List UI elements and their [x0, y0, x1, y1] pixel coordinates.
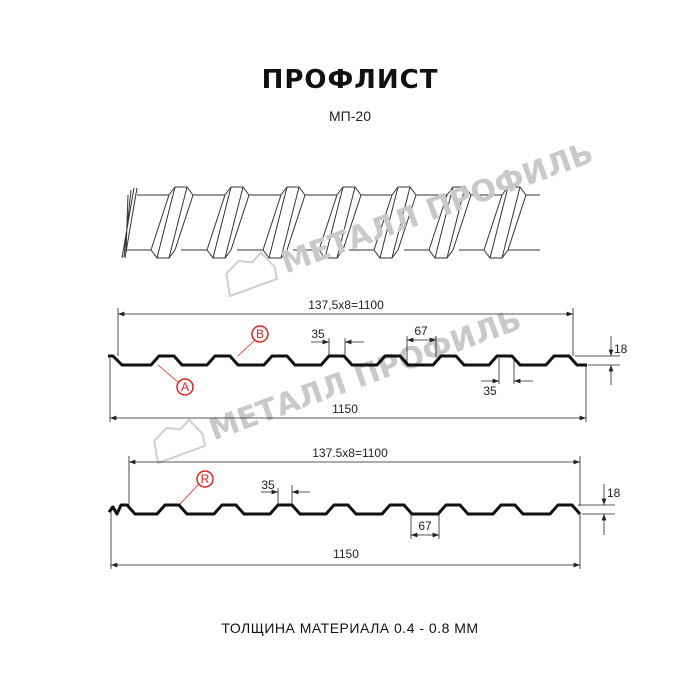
- sheet-rib-line: [262, 186, 306, 259]
- sheet-rib-line: [459, 194, 502, 251]
- sheet-rib-line: [224, 186, 250, 196]
- sheet-rib-line: [206, 186, 250, 259]
- sheet-rib-line: [125, 194, 169, 251]
- rib-gap-dimension: 67: [414, 324, 428, 338]
- watermark-logo-icon: [225, 251, 279, 298]
- sheet-3d-illustration: [121, 186, 540, 259]
- material-thickness: ТОЛЩИНА МАТЕРИАЛА 0.4 - 0.8 ММ: [221, 620, 478, 636]
- sheet-rib-line: [508, 194, 540, 251]
- pitch-dimension: 137,5x8=1100: [308, 298, 384, 312]
- sheet-rib-line: [280, 186, 306, 196]
- sheet-rib-line: [150, 249, 176, 259]
- profile-bottom-shape: [107, 503, 582, 516]
- sheet-rib-line: [237, 194, 281, 251]
- height-dimension: 18: [614, 342, 628, 356]
- marker-b: B: [256, 327, 264, 341]
- profile-bottom: [110, 456, 615, 569]
- sheet-rib-line: [168, 186, 194, 196]
- sheet-rib-line: [150, 186, 194, 259]
- top-flange-dimension: 35: [261, 478, 275, 492]
- sheet-rib-line: [404, 194, 447, 251]
- sheet-rib-line: [483, 186, 527, 259]
- watermark-text: МЕТАЛЛ ПРОФИЛЬ: [276, 136, 598, 282]
- sheet-rib-line: [446, 186, 472, 196]
- sheet-rib-line: [293, 194, 337, 251]
- watermark-2: МЕТАЛЛ ПРОФИЛЬ: [153, 303, 526, 465]
- height-dimension: 18: [607, 486, 621, 500]
- sheet-rib-line: [373, 186, 417, 259]
- watermark-logo-icon: [153, 418, 207, 465]
- sheet-rib-line: [391, 186, 417, 196]
- sheet-rib-line: [483, 249, 509, 259]
- sheet-rib-line: [349, 194, 392, 251]
- bottom-flange-dimension: 35: [483, 384, 497, 398]
- sheet-rib-line: [206, 249, 232, 259]
- total-width-dimension: 1150: [332, 402, 358, 416]
- sheet-rib-line: [262, 249, 288, 259]
- page-title: ПРОФЛИСТ: [262, 65, 439, 95]
- pitch-dimension: 137.5x8=1100: [312, 446, 388, 460]
- marker-r: R: [201, 472, 210, 486]
- total-width-dimension: 1150: [333, 547, 359, 561]
- sheet-rib-line: [336, 186, 362, 196]
- sheet-rib-line: [501, 186, 527, 196]
- sheet-rib-line: [121, 187, 135, 259]
- rib-gap-dimension: 67: [418, 519, 432, 533]
- sheet-rib-line: [428, 249, 454, 259]
- profile-top: [109, 308, 620, 422]
- profile-top-shape: [108, 354, 587, 367]
- top-flange-dimension: 35: [311, 327, 325, 341]
- watermark-1: МЕТАЛЛ ПРОФИЛЬ: [225, 136, 598, 298]
- sheet-rib-line: [428, 186, 472, 259]
- watermark-text: МЕТАЛЛ ПРОФИЛЬ: [204, 303, 526, 449]
- model-name: МП-20: [329, 108, 371, 124]
- sheet-rib-line: [373, 249, 399, 259]
- sheet-rib-line: [318, 186, 362, 259]
- sheet-rib-line: [181, 194, 225, 251]
- marker-a: A: [181, 380, 189, 394]
- sheet-rib-line: [318, 249, 344, 259]
- sheet-rib-line: [124, 187, 138, 259]
